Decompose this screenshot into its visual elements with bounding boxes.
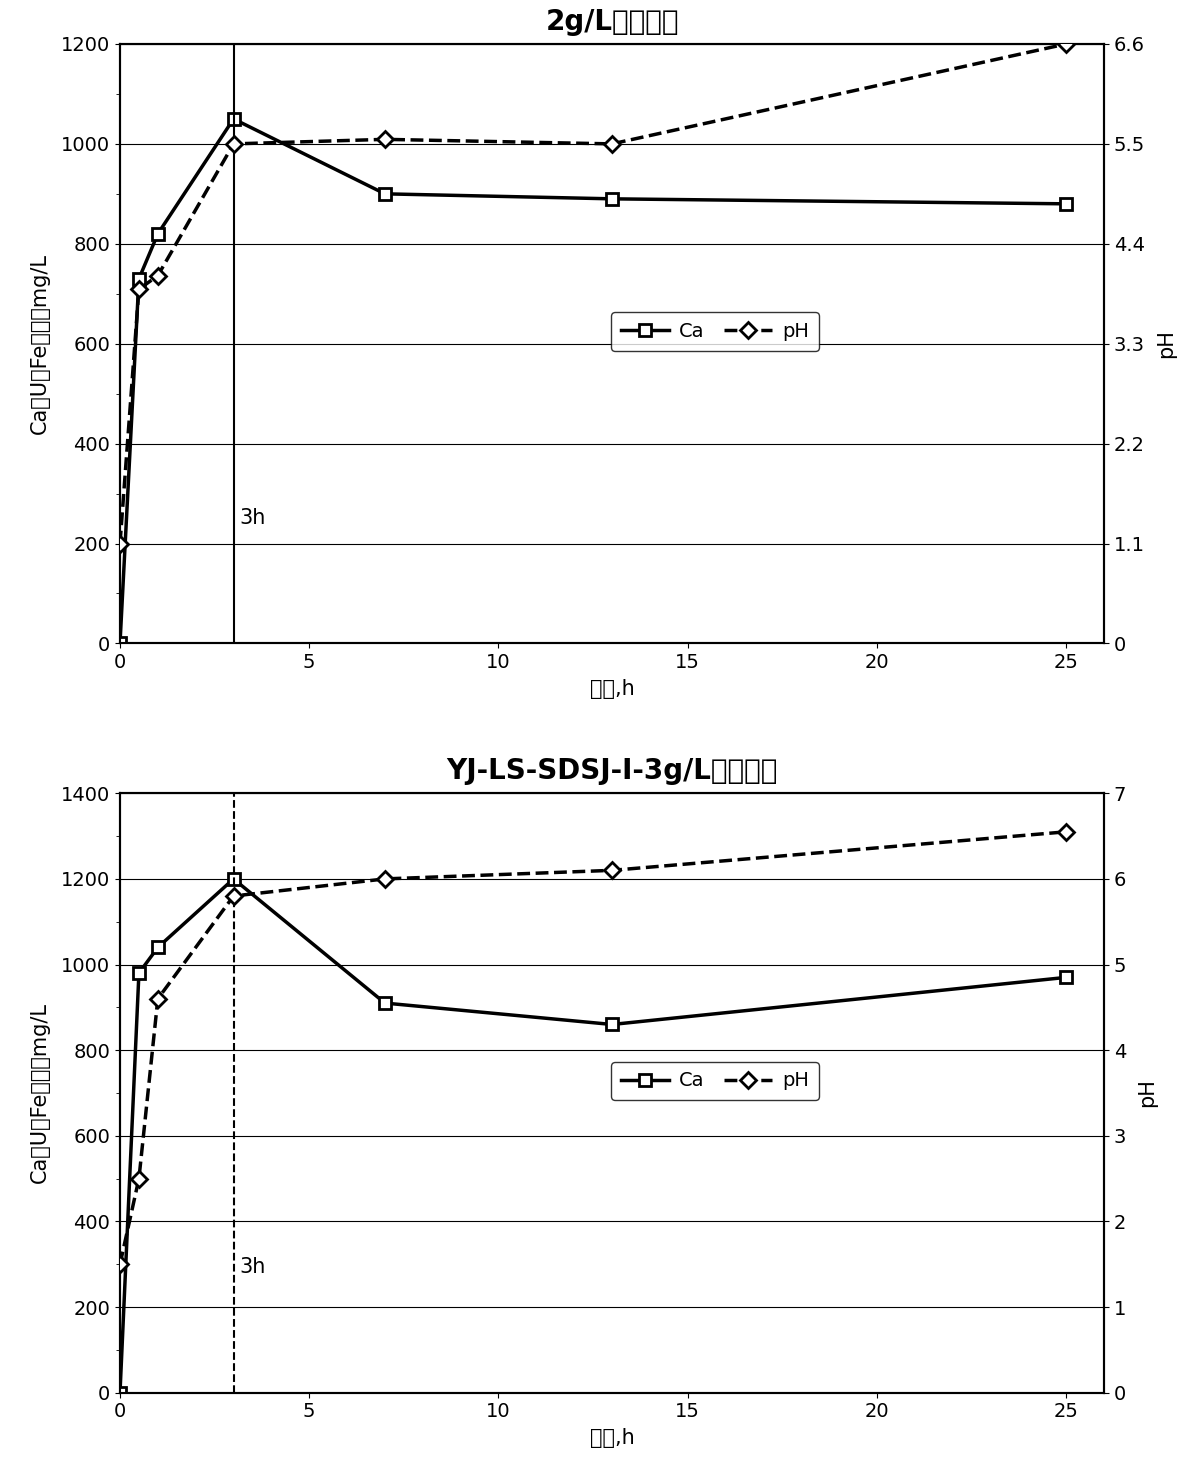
Text: 3h: 3h — [239, 507, 265, 528]
Ca — [1058, 195, 1073, 213]
Ca — [151, 938, 166, 956]
pH — [605, 862, 619, 880]
Title: 2g/L硫酸溶液: 2g/L硫酸溶液 — [545, 9, 679, 37]
X-axis label: 时间,h: 时间,h — [589, 679, 635, 699]
pH — [605, 135, 619, 152]
pH — [132, 1170, 146, 1187]
Text: 3h: 3h — [239, 1256, 265, 1277]
pH — [132, 280, 146, 298]
Title: YJ-LS-SDSJ-Ⅰ-3g/L硫酸溶液: YJ-LS-SDSJ-Ⅰ-3g/L硫酸溶液 — [446, 758, 778, 786]
Ca — [113, 635, 127, 652]
Y-axis label: pH: pH — [1138, 1079, 1157, 1107]
Y-axis label: pH: pH — [1156, 330, 1176, 358]
pH — [378, 871, 392, 888]
pH — [113, 535, 127, 553]
Ca — [151, 224, 166, 242]
Ca — [227, 110, 241, 128]
Ca — [132, 965, 146, 982]
pH — [1058, 35, 1073, 53]
Line: Ca: Ca — [114, 874, 1072, 1399]
Ca — [113, 1384, 127, 1401]
Ca — [378, 994, 392, 1012]
Y-axis label: Ca、U、Fe含量，mg/L: Ca、U、Fe含量，mg/L — [30, 1003, 50, 1183]
pH — [151, 990, 166, 1007]
X-axis label: 时间,h: 时间,h — [589, 1428, 635, 1448]
Legend: Ca, pH: Ca, pH — [611, 1061, 818, 1100]
Ca — [132, 270, 146, 287]
pH — [113, 1255, 127, 1272]
Ca — [605, 1016, 619, 1034]
Line: pH: pH — [114, 38, 1072, 550]
pH — [151, 267, 166, 284]
pH — [227, 135, 241, 152]
pH — [378, 130, 392, 148]
Line: Ca: Ca — [114, 113, 1072, 649]
Y-axis label: Ca、U、Fe含量，mg/L: Ca、U、Fe含量，mg/L — [30, 254, 50, 434]
Legend: Ca, pH: Ca, pH — [611, 312, 818, 350]
Ca — [378, 185, 392, 202]
pH — [1058, 822, 1073, 840]
Line: pH: pH — [114, 827, 1072, 1270]
Ca — [1058, 969, 1073, 987]
pH — [227, 887, 241, 905]
Ca — [605, 191, 619, 208]
Ca — [227, 871, 241, 888]
